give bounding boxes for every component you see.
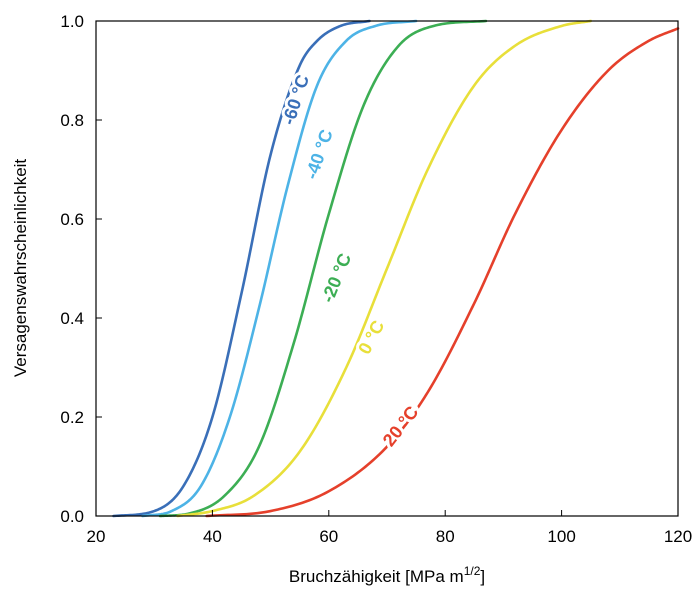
y-tick-label: 0.2 [60,408,84,427]
y-axis-title: Versagenswahrscheinlichkeit [11,159,30,378]
y-tick-label: 0.8 [60,111,84,130]
x-axis-title-end: ] [480,567,485,586]
series-label: -40 °C [301,127,337,182]
x-tick-label: 120 [664,527,692,546]
series-line [205,27,680,518]
y-tick-label: 0.0 [60,507,84,526]
x-axis-title-superscript: 1/2 [464,564,481,578]
x-tick-label: 20 [87,527,106,546]
series-line [176,19,592,518]
x-tick-label: 100 [547,527,575,546]
series-label: 20 °C [379,402,423,450]
series-line [141,19,418,518]
series-line [158,19,488,518]
y-axis: 0.0 0.2 0.4 0.6 0.8 1.0 [60,12,102,526]
x-axis-title: Bruchzähigkeit [MPa m1/2] [289,564,485,586]
x-tick-label: 40 [203,527,222,546]
series-label: -20 °C [317,250,355,305]
plot-frame [95,20,679,517]
x-tick-label: 80 [436,527,455,546]
y-tick-label: 0.4 [60,309,84,328]
series-label: -60 °C [278,72,313,127]
y-tick-label: 0.6 [60,210,84,229]
series-label: 0 °C [354,317,388,357]
y-tick-label: 1.0 [60,12,84,31]
curve-labels-group: -60 °C-40 °C -20 °C 0 °C 20 °C [275,69,425,453]
x-tick-label: 60 [319,527,338,546]
series-line [112,19,371,518]
x-axis: 20 40 60 80 100 120 [87,510,692,546]
curves-group [112,19,680,518]
